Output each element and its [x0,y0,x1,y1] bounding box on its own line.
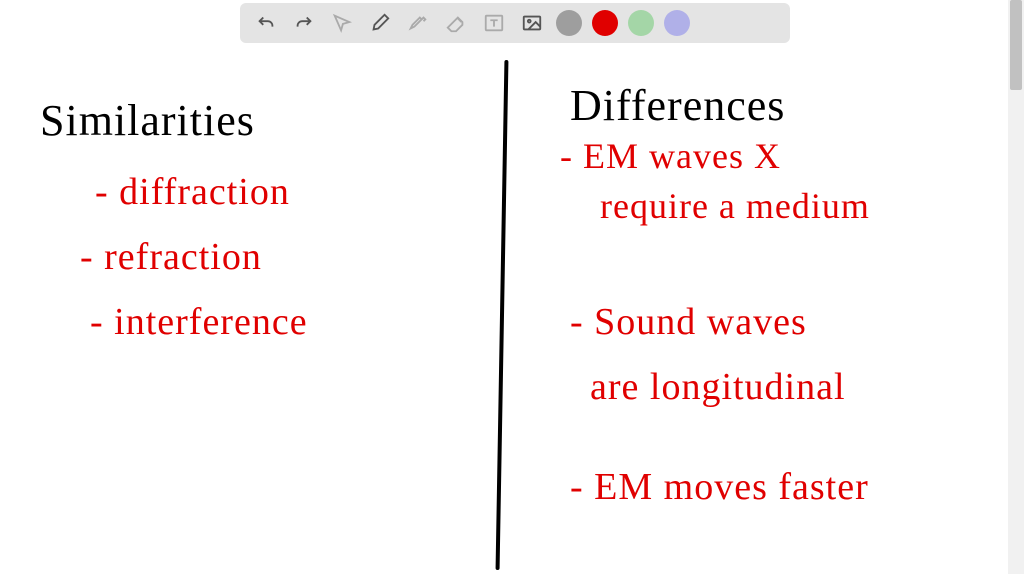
difference-item: are longitudinal [590,365,846,409]
similarity-item: - diffraction [95,170,290,214]
vertical-scrollbar-thumb[interactable] [1010,0,1022,90]
similarity-item: - refraction [80,235,262,279]
heading-differences: Differences [570,80,785,131]
difference-item: - Sound waves [570,300,807,344]
whiteboard-canvas[interactable]: Similarities - diffraction - refraction … [0,0,1008,574]
difference-item: require a medium [600,185,870,227]
difference-item: - EM waves X [560,135,781,177]
vertical-scrollbar-track[interactable] [1008,0,1024,574]
column-divider [496,60,509,570]
heading-similarities: Similarities [40,95,255,146]
whiteboard-viewport: Similarities - diffraction - refraction … [0,0,1024,574]
difference-item: - EM moves faster [570,465,869,509]
similarity-item: - interference [90,300,308,344]
